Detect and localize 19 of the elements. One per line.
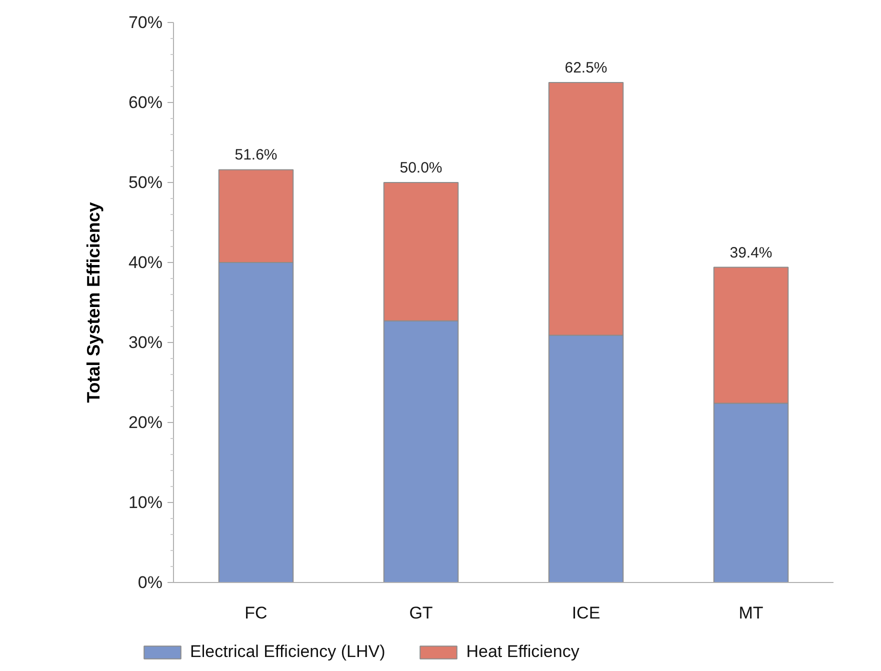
y-tick-label: 30%	[128, 333, 163, 352]
y-tick-label: 60%	[128, 93, 163, 112]
legend-label: Heat Efficiency	[466, 642, 580, 662]
total-label: 62.5%	[564, 60, 608, 76]
x-tick-label: ICE	[572, 604, 600, 622]
total-label: 50.0%	[400, 160, 442, 176]
y-tick-label: 40%	[128, 253, 163, 272]
y-tick-label: 50%	[128, 173, 163, 192]
total-label: 51.6%	[234, 146, 278, 164]
x-tick-label: FC	[244, 604, 268, 622]
x-tick-label: GT	[409, 604, 433, 622]
y-tick-label: 20%	[128, 413, 163, 432]
total-label: 39.4%	[730, 244, 772, 262]
y-tick-label: 70%	[128, 13, 163, 32]
y-tick-label: 0%	[138, 573, 163, 592]
legend-label: Electrical Efficiency (LHV)	[190, 642, 386, 662]
x-tick-label: MT	[738, 604, 764, 622]
y-tick-label: 10%	[128, 493, 163, 512]
y-axis-title: Total System Efficiency	[83, 202, 104, 403]
